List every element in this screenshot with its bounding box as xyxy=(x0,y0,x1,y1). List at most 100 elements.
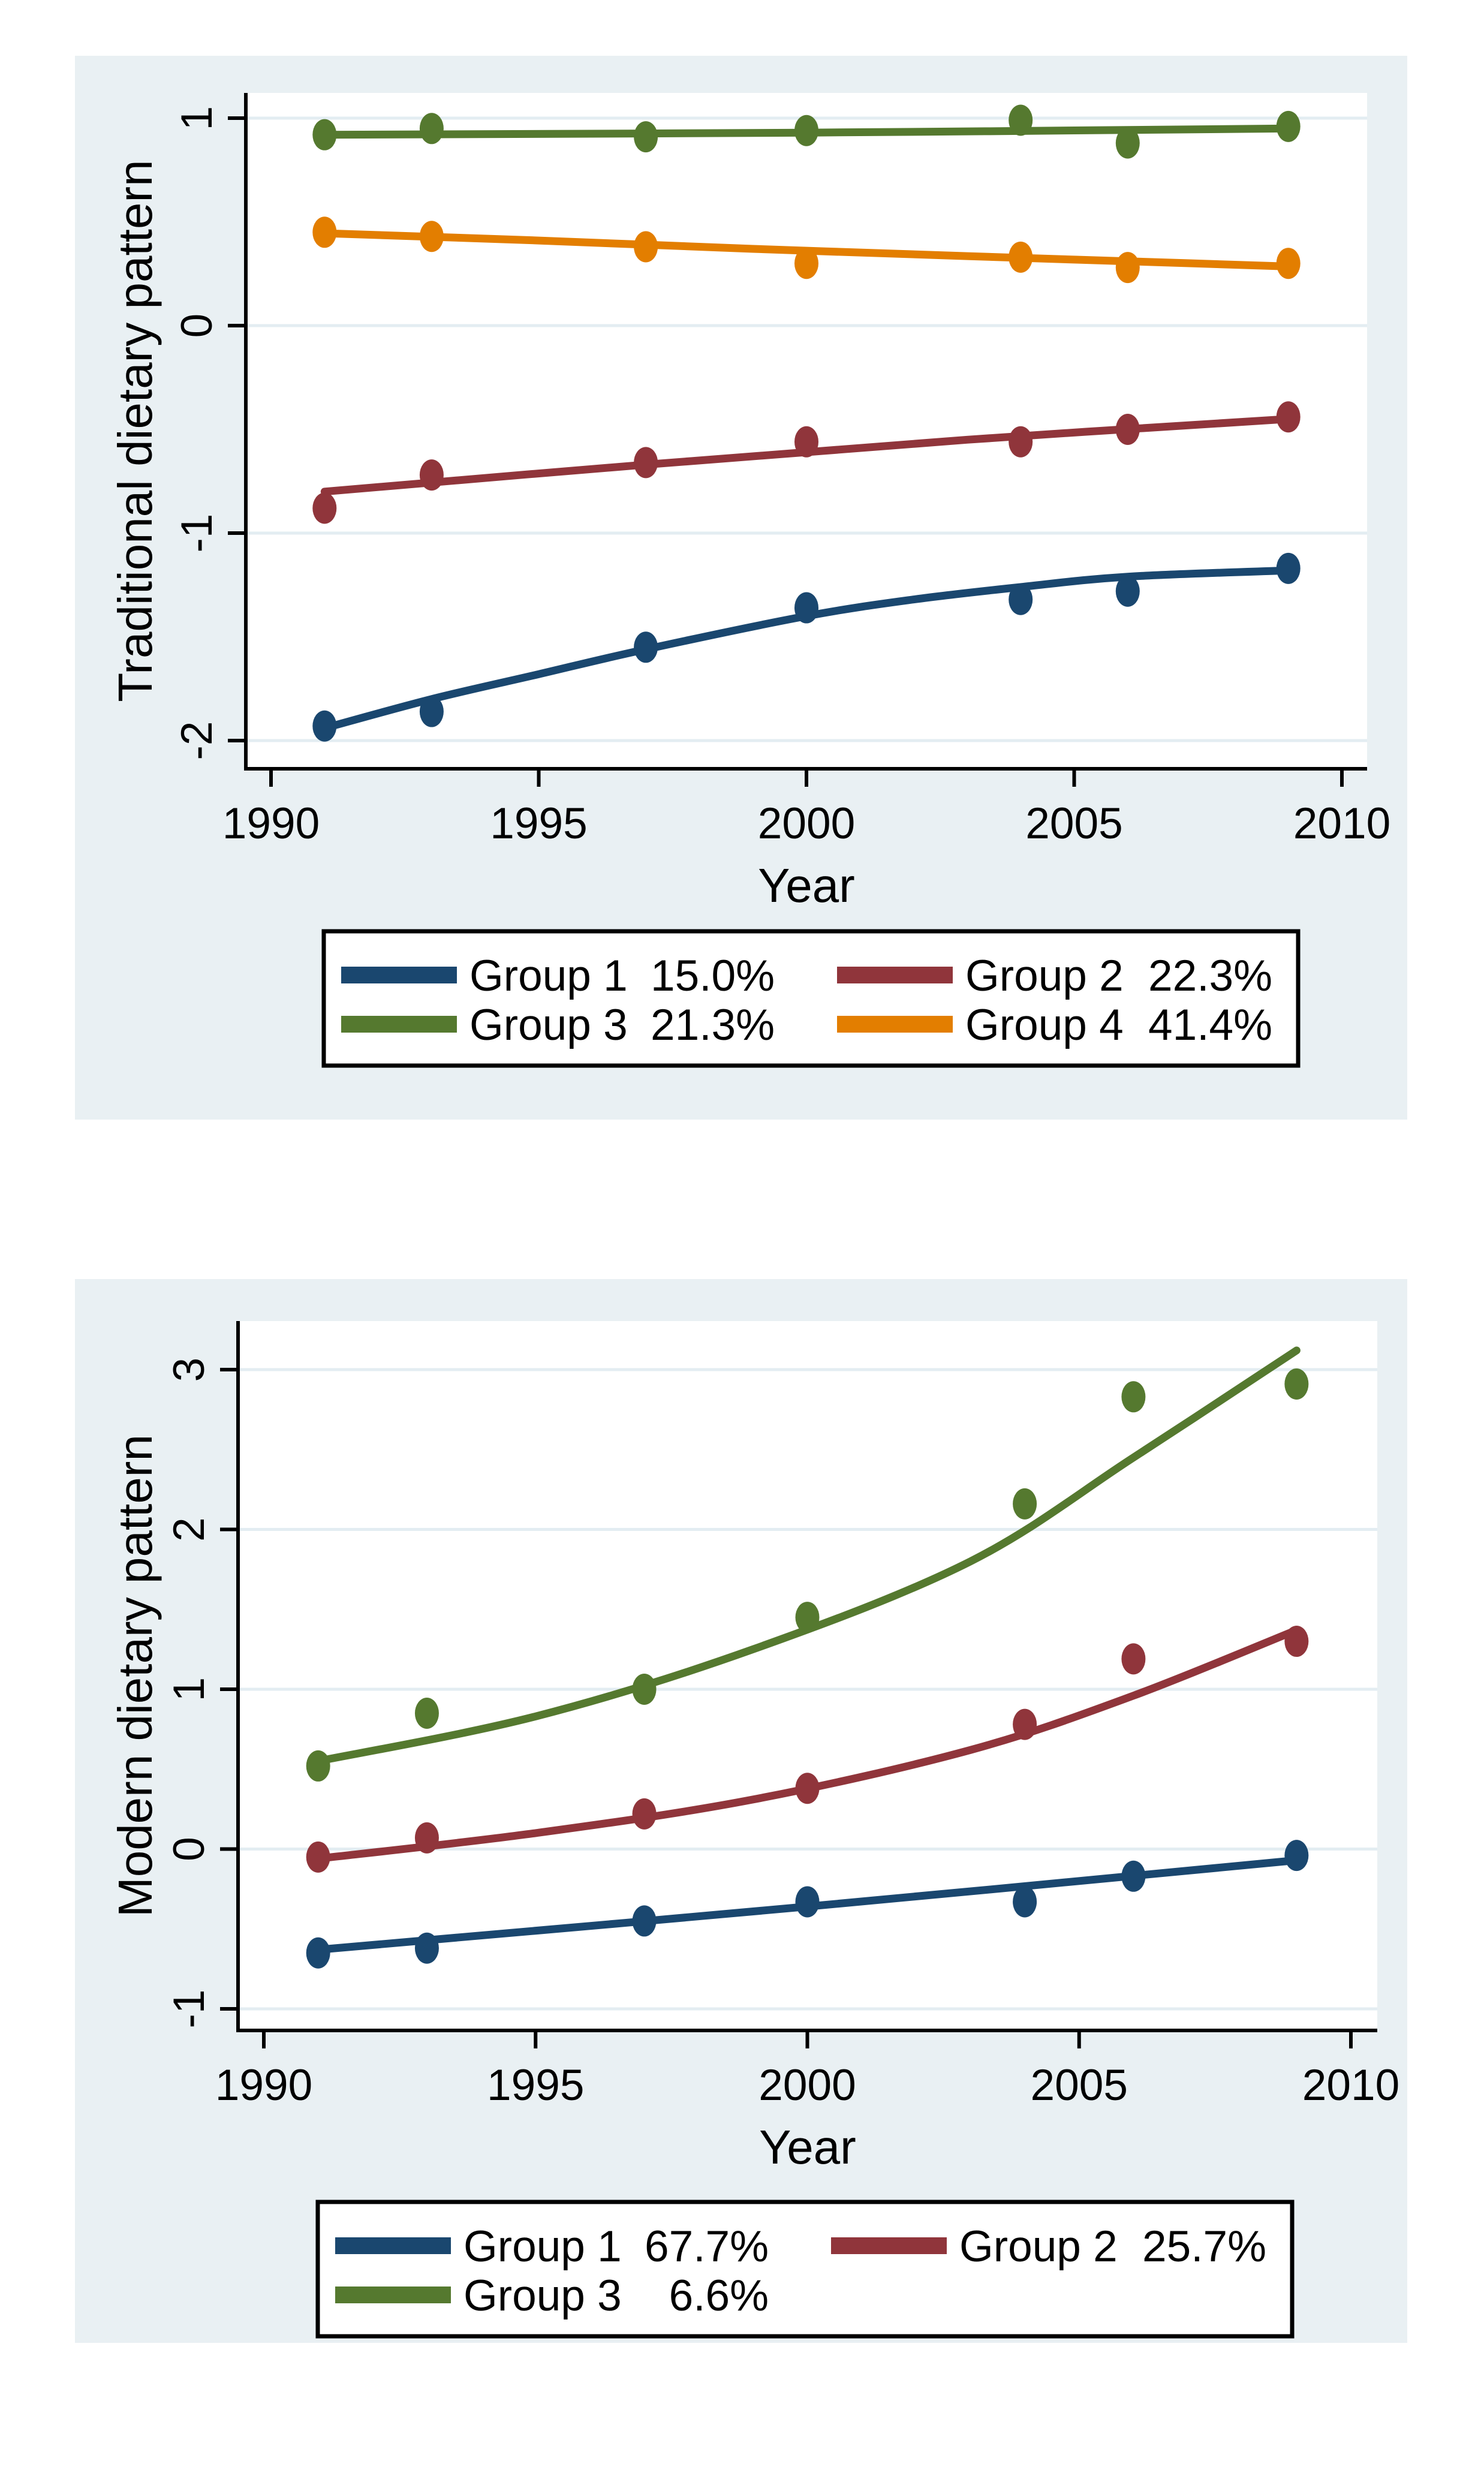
data-point-group2 xyxy=(1121,1643,1146,1675)
legend-label: Group 2 xyxy=(959,2222,1118,2271)
legend-label: Group 1 xyxy=(469,952,628,1000)
data-point-group4 xyxy=(419,221,444,252)
data-point-group1 xyxy=(1284,1840,1309,1872)
data-point-group4 xyxy=(1009,241,1033,273)
data-point-group1 xyxy=(632,1905,657,1937)
trajectory-line-group3 xyxy=(314,1346,1301,1765)
y-axis-title: Modern dietary pattern xyxy=(109,1434,162,1917)
data-point-group3 xyxy=(419,113,444,145)
legend-percentage: 6.6% xyxy=(669,2272,769,2320)
data-point-group3 xyxy=(414,1697,439,1729)
y-tick-label: 1 xyxy=(173,106,221,131)
data-point-group1 xyxy=(1115,575,1140,607)
legend-box xyxy=(315,2200,1295,2339)
data-point-group4 xyxy=(1276,248,1301,279)
data-point-group2 xyxy=(1013,1708,1037,1740)
data-point-group4 xyxy=(312,216,337,248)
legend-swatch-group3 xyxy=(341,1016,457,1033)
data-point-group3 xyxy=(1284,1368,1309,1400)
data-point-group1 xyxy=(306,1937,330,1969)
x-tick-label: 2000 xyxy=(758,2061,856,2110)
y-tick-label: 1 xyxy=(165,1677,213,1702)
data-point-group2 xyxy=(794,426,818,458)
legend-percentage: 22.3% xyxy=(1148,952,1272,1000)
data-point-group2 xyxy=(312,492,337,524)
data-point-group2 xyxy=(1115,414,1140,445)
data-point-group4 xyxy=(634,231,658,263)
data-point-group1 xyxy=(794,592,818,624)
data-point-group1 xyxy=(419,696,444,727)
legend-swatch-group2 xyxy=(831,2237,947,2254)
legend-label: Group 3 xyxy=(463,2272,622,2320)
data-point-group1 xyxy=(1013,1886,1037,1918)
y-tick-label: -1 xyxy=(165,1990,213,2029)
data-point-group2 xyxy=(419,459,444,491)
trajectory-line-group4 xyxy=(320,229,1293,270)
legend-percentage: 15.0% xyxy=(651,952,775,1000)
legend-label: Group 4 xyxy=(965,1001,1124,1049)
y-axis-title: Traditional dietary pattern xyxy=(109,160,162,702)
legend-swatch-group1 xyxy=(341,967,457,983)
data-point-group3 xyxy=(634,121,658,153)
x-tick-label: 1990 xyxy=(222,799,320,848)
legend-label: Group 1 xyxy=(463,2222,622,2271)
x-axis-title: Year xyxy=(759,2120,856,2174)
data-point-group1 xyxy=(1276,552,1301,584)
data-point-group3 xyxy=(1013,1488,1037,1520)
data-point-group2 xyxy=(632,1798,657,1830)
x-tick-label: 1990 xyxy=(215,2061,312,2110)
data-point-group4 xyxy=(794,248,818,279)
x-tick-label: 2005 xyxy=(1025,799,1122,848)
data-point-group2 xyxy=(1284,1626,1309,1657)
legend-box xyxy=(321,929,1301,1068)
legend-label: Group 3 xyxy=(469,1001,628,1049)
data-point-group3 xyxy=(794,115,818,146)
data-point-group2 xyxy=(634,447,658,479)
data-point-group1 xyxy=(1121,1860,1146,1892)
legend-percentage: 41.4% xyxy=(1148,1001,1272,1049)
data-point-group1 xyxy=(795,1886,820,1918)
x-axis-title: Year xyxy=(758,859,855,912)
x-tick-label: 2005 xyxy=(1031,2061,1128,2110)
legend-swatch-group1 xyxy=(335,2237,451,2254)
data-point-group3 xyxy=(1121,1381,1146,1413)
data-point-group3 xyxy=(632,1674,657,1705)
data-point-group3 xyxy=(306,1750,330,1782)
y-tick-label: 3 xyxy=(165,1358,213,1382)
traditional-dietary-pattern-chart-panel: 1 0 -1 -2 1990 1995 2000 2005 2010 Year Traditiona… xyxy=(75,56,1407,1120)
data-point-group1 xyxy=(312,710,337,742)
x-tick-label: 1995 xyxy=(487,2061,584,2110)
legend-percentage: 21.3% xyxy=(651,1001,775,1049)
data-point-group2 xyxy=(795,1773,820,1804)
y-tick-label: 0 xyxy=(165,1837,213,1861)
data-point-group3 xyxy=(1115,127,1140,159)
y-tick-label: -2 xyxy=(173,721,221,760)
legend-swatch-group4 xyxy=(837,1016,953,1033)
legend-swatch-group3 xyxy=(335,2287,451,2303)
x-tick-label: 2010 xyxy=(1293,799,1390,848)
x-tick-label: 2000 xyxy=(758,799,855,848)
modern-dietary-pattern-chart-panel: 3 2 1 0 -1 1990 1995 2000 2005 2010 Year Modern die… xyxy=(75,1279,1407,2343)
data-point-group3 xyxy=(312,119,337,151)
data-point-group2 xyxy=(306,1841,330,1873)
y-tick-label: 0 xyxy=(173,314,221,338)
data-point-group4 xyxy=(1115,252,1140,284)
y-tick-label: -1 xyxy=(173,514,221,553)
data-point-group3 xyxy=(1276,110,1301,142)
trajectory-line-group2 xyxy=(314,1626,1301,1863)
data-point-group2 xyxy=(1276,401,1301,433)
legend-percentage: 67.7% xyxy=(645,2222,769,2271)
data-point-group1 xyxy=(1009,583,1033,615)
legend-percentage: 25.7% xyxy=(1142,2222,1266,2271)
data-point-group1 xyxy=(634,631,658,663)
data-point-group3 xyxy=(795,1602,820,1633)
y-tick-label: 2 xyxy=(165,1517,213,1542)
legend-label: Group 2 xyxy=(965,952,1124,1000)
data-point-group3 xyxy=(1009,104,1033,136)
legend-swatch-group2 xyxy=(837,967,953,983)
data-point-group1 xyxy=(414,1932,439,1964)
x-tick-label: 2010 xyxy=(1302,2061,1399,2110)
